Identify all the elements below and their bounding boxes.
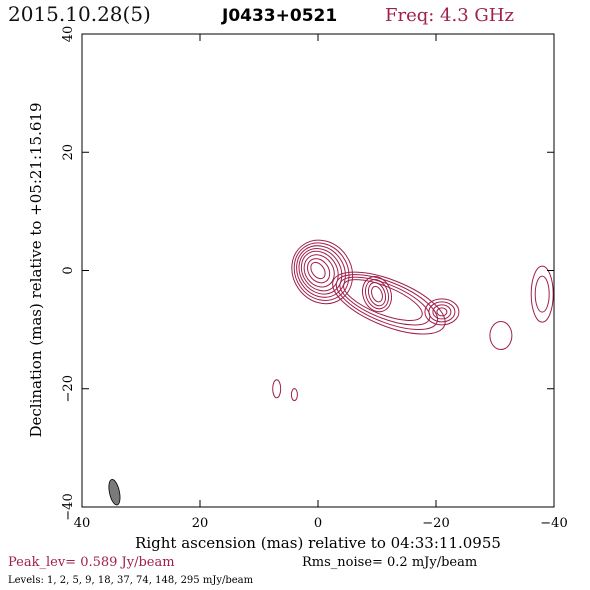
x-tick-label: 40 [74, 516, 91, 531]
x-axis-label: Right ascension (mas) relative to 04:33:… [135, 534, 501, 552]
y-tick-label: −40 [61, 493, 76, 520]
rms-noise: Rms_noise= 0.2 mJy/beam [302, 555, 477, 570]
contour [310, 261, 326, 280]
header-freq: Freq: 4.3 GHz [385, 5, 514, 26]
y-tick-label: 0 [61, 266, 76, 274]
contour [371, 285, 383, 303]
x-tick-label: −40 [540, 516, 567, 531]
plot-frame [81, 33, 555, 508]
x-tick-label: 20 [192, 516, 209, 531]
axis-tick-labels: 40 20 0 −20 −40 −40 −20 0 20 40 [61, 26, 568, 531]
axis-ticks [81, 33, 555, 508]
contour [367, 282, 387, 307]
header-source: J0433+0521 [221, 6, 337, 26]
contour [364, 279, 390, 310]
contour [293, 242, 350, 301]
contour [303, 254, 335, 288]
contour-layer [272, 239, 554, 402]
peak-level: Peak_lev= 0.589 Jy/beam [8, 555, 175, 570]
contour [530, 265, 554, 323]
contour [290, 388, 298, 402]
y-tick-label: 40 [61, 26, 76, 43]
contour [300, 250, 339, 292]
levels-legend: Levels: 1, 2, 5, 9, 18, 37, 74, 148, 295… [8, 575, 254, 586]
contour [332, 271, 446, 335]
y-tick-label: 20 [61, 144, 76, 161]
x-tick-label: 0 [314, 516, 322, 531]
y-axis-label: Declination (mas) relative to +05:21:15.… [27, 102, 45, 437]
contour [307, 258, 331, 284]
contour [339, 276, 431, 326]
contour [361, 276, 393, 313]
contour [272, 379, 282, 399]
header-date: 2015.10.28(5) [8, 2, 151, 26]
contour [424, 298, 460, 326]
contour [534, 275, 550, 313]
contour [343, 279, 423, 321]
contour [489, 321, 513, 351]
y-tick-label: −20 [61, 375, 76, 402]
beam-ellipse [108, 479, 121, 506]
contour [296, 245, 346, 298]
x-tick-label: −20 [422, 516, 449, 531]
contour [291, 239, 354, 305]
contour [436, 307, 448, 317]
contour [335, 274, 439, 331]
contour [428, 301, 456, 323]
contour [432, 304, 452, 320]
